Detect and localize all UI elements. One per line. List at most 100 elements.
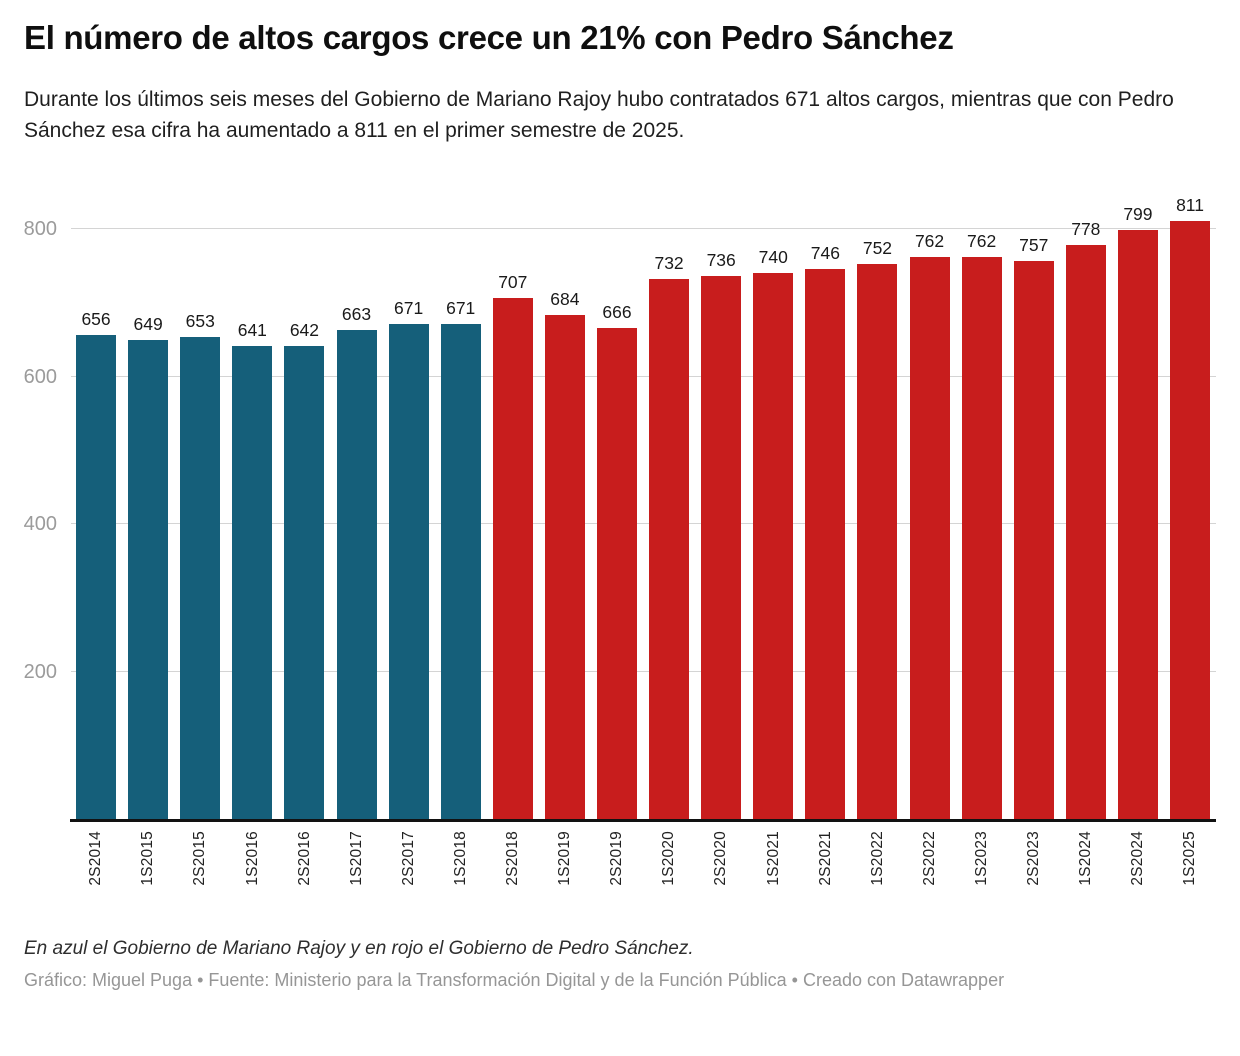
bar-1S2016 [232,346,273,819]
x-axis-label-1S2018: 1S2018 [451,831,469,886]
x-axis-cell: 1S2025 [1164,822,1216,914]
x-axis-cell: 1S2020 [643,822,695,914]
x-axis-label-1S2025: 1S2025 [1181,831,1199,886]
y-axis-label-200: 200 [23,660,57,683]
bar-slot-2S2017: 671 [383,299,435,819]
bar-1S2023 [961,257,1002,819]
bar-value-label: 663 [341,303,372,324]
x-axis-cell: 2S2024 [1112,822,1164,914]
x-axis-label-1S2017: 1S2017 [347,831,365,886]
bar-1S2019 [544,315,585,819]
bar-2S2017 [388,324,429,819]
x-axis-label-2S2015: 2S2015 [191,831,209,886]
x-axis-label-1S2021: 1S2021 [764,831,782,886]
x-axis-cell: 1S2024 [1060,822,1112,914]
bar-value-label: 707 [498,271,528,292]
bar-2S2020 [701,276,742,819]
plot-area: 200 400 600 800 656 649 653 641 642 663 671 671 707 6… [24,196,1216,822]
bar-value-label: 746 [810,242,840,263]
bar-slot-1S2024: 778 [1060,220,1112,819]
bar-2S2014 [76,335,117,819]
bar-slot-2S2019: 666 [591,301,643,819]
color-legend-note: En azul el Gobierno de Mariano Rajoy y e… [24,938,694,959]
bar-value-label: 684 [550,288,580,309]
x-axis-label-1S2019: 1S2019 [556,831,574,886]
x-axis-label-1S2024: 1S2024 [1077,831,1095,886]
bar-1S2022 [857,264,898,819]
x-axis-label-2S2018: 2S2018 [504,831,522,886]
x-axis-label-1S2015: 1S2015 [139,831,157,886]
x-axis-cell: 1S2016 [226,822,278,914]
x-axis-cell: 2S2014 [70,822,122,914]
y-gridline-600 [71,375,1216,377]
y-axis-label-800: 800 [23,218,57,240]
bar-slot-2S2016: 642 [278,321,330,819]
bar-1S2024 [1065,245,1106,819]
source-credit-line: Gráfico: Miguel Puga • Fuente: Ministeri… [24,970,1005,990]
bar-slot-1S2017: 663 [330,303,382,819]
bar-1S2025 [1170,221,1211,819]
x-axis-cell: 1S2015 [122,822,174,914]
bar-2S2015 [180,337,221,819]
bar-value-label: 752 [862,237,893,258]
x-axis-cell: 2S2017 [383,822,435,914]
bar-slot-1S2016: 641 [226,319,278,819]
x-axis-label-2S2023: 2S2023 [1024,831,1042,886]
bar-value-label: 641 [237,319,267,340]
bar-value-label: 736 [706,249,736,270]
x-axis-cell: 2S2023 [1008,822,1060,914]
x-axis-label-2S2017: 2S2017 [399,831,417,886]
bar-1S2017 [336,330,377,819]
bar-value-label: 757 [1019,234,1049,255]
bar-slot-2S2023: 757 [1008,234,1060,819]
x-axis-cell: 1S2022 [851,822,903,914]
bar-slot-1S2021: 740 [747,246,799,819]
x-axis-label-2S2024: 2S2024 [1129,831,1147,886]
x-axis-cell: 1S2023 [956,822,1008,914]
y-gridline-400 [71,523,1216,524]
bar-1S2021 [753,273,794,819]
x-axis-label-2S2014: 2S2014 [87,831,105,886]
y-axis-label-400: 400 [23,513,57,535]
bar-slot-2S2021: 746 [799,242,851,819]
x-axis: 2S2014 1S2015 2S2015 1S2016 2S2016 1S2017 2S20… [70,822,1216,914]
bar-2S2019 [596,328,637,819]
bar-slot-1S2022: 752 [851,237,903,819]
bar-1S2015 [128,340,169,819]
x-axis-cell: 2S2022 [904,822,956,914]
bar-2S2021 [805,269,846,819]
x-axis-label-2S2020: 2S2020 [712,831,730,886]
x-axis-label-1S2023: 1S2023 [972,831,990,886]
x-axis-label-1S2016: 1S2016 [243,831,261,886]
bar-value-label: 762 [914,230,945,251]
chart-subtitle: Durante los últimos seis meses del Gobie… [24,88,1174,142]
x-axis-label-2S2016: 2S2016 [295,831,313,886]
x-axis-cell: 1S2021 [747,822,799,914]
y-gridline-800 [71,228,1216,229]
y-axis-label-600: 600 [23,365,57,388]
x-axis-cell: 1S2018 [435,822,487,914]
bar-value-label: 656 [81,308,111,329]
bar-slot-1S2020: 732 [643,254,695,819]
bar-2S2022 [909,257,950,819]
bar-2S2024 [1117,230,1158,819]
bar-value-label: 799 [1123,203,1153,224]
bar-slot-1S2023: 762 [956,232,1008,819]
x-axis-label-2S2021: 2S2021 [816,831,834,886]
x-axis-cell: 1S2019 [539,822,591,914]
bar-value-label: 740 [758,246,788,267]
x-axis-cell: 2S2015 [174,822,226,914]
bar-value-label: 666 [602,301,632,322]
x-axis-cell: 2S2020 [695,822,747,914]
bar-slot-1S2015: 649 [122,313,174,819]
x-axis-label-1S2022: 1S2022 [868,831,886,886]
bar-slot-2S2018: 707 [487,271,539,819]
x-axis-label-2S2022: 2S2022 [920,831,938,886]
x-axis-cell: 2S2021 [799,822,851,914]
bar-2S2016 [284,346,325,819]
bars-layer: 656 649 653 641 642 663 671 671 707 684 666 732 736 7… [70,196,1216,819]
bar-1S2020 [649,279,690,819]
bar-value-label: 649 [133,313,163,334]
bar-2S2018 [492,298,533,819]
